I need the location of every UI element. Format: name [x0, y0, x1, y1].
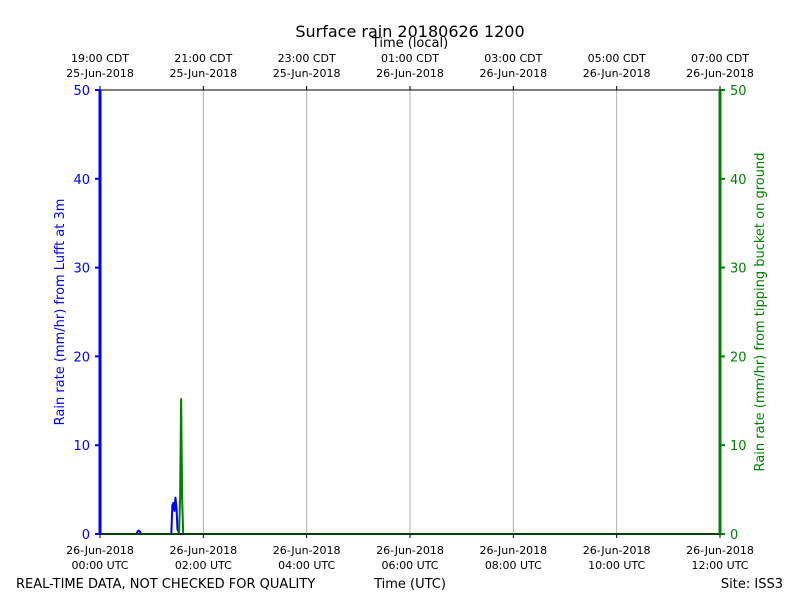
grid-lines — [202, 90, 618, 534]
x-tick-label-time: 02:00 UTC — [175, 559, 232, 572]
top-tick-label-date: 25-Jun-2018 — [169, 67, 237, 80]
right-y-ticks: 0 10 20 30 40 50 — [720, 84, 747, 543]
x-tick-label-time: 00:00 UTC — [71, 559, 128, 572]
right-y-tick-label: 40 — [730, 173, 747, 188]
top-tick-label-time: 23:00 CDT — [278, 52, 336, 65]
x-tick-label-date: 26-Jun-2018 — [273, 544, 341, 557]
top-tick-label-time: 21:00 CDT — [174, 52, 232, 65]
top-tick-label-date: 25-Jun-2018 — [273, 67, 341, 80]
top-tick-label-time: 07:00 CDT — [691, 52, 749, 65]
left-y-tick-label: 50 — [73, 84, 90, 99]
top-tick-label-date: 26-Jun-2018 — [583, 67, 651, 80]
x-tick-label-date: 26-Jun-2018 — [376, 544, 444, 557]
left-axis-label: Rain rate (mm/hr) from Lufft at 3m — [53, 199, 68, 426]
right-y-tick-label: 20 — [730, 350, 747, 365]
x-axis-label: Time (UTC) — [373, 577, 446, 592]
left-y-tick-label: 20 — [73, 350, 90, 365]
right-y-tick-label: 50 — [730, 84, 747, 99]
left-y-tick-label: 10 — [73, 439, 90, 454]
x-tick-label-date: 26-Jun-2018 — [686, 544, 754, 557]
top-tick-label-time: 19:00 CDT — [71, 52, 129, 65]
x-tick-label-time: 12:00 UTC — [691, 559, 748, 572]
x-tick-label-time: 04:00 UTC — [278, 559, 335, 572]
x-tick-label-date: 26-Jun-2018 — [66, 544, 134, 557]
left-y-tick-label: 30 — [73, 262, 90, 277]
left-y-tick-label: 0 — [82, 528, 90, 543]
right-y-tick-label: 0 — [730, 528, 738, 543]
x-tick-label-date: 26-Jun-2018 — [169, 544, 237, 557]
top-x-ticks: 19:00 CDT 25-Jun-2018 21:00 CDT 25-Jun-2018… — [66, 52, 754, 90]
x-tick-label-date: 26-Jun-2018 — [479, 544, 547, 557]
top-tick-label-time: 03:00 CDT — [484, 52, 542, 65]
left-y-ticks: 0 10 20 30 40 50 — [73, 84, 100, 543]
right-y-tick-label: 10 — [730, 439, 747, 454]
top-tick-label-time: 05:00 CDT — [588, 52, 646, 65]
top-axis-label: Time (local) — [371, 36, 448, 51]
x-tick-label-date: 26-Jun-2018 — [583, 544, 651, 557]
site-label: Site: ISS3 — [721, 577, 783, 592]
chart-title: Surface rain 20180626 1200 — [295, 22, 524, 41]
x-tick-label-time: 10:00 UTC — [588, 559, 645, 572]
top-tick-label-date: 26-Jun-2018 — [479, 67, 547, 80]
top-tick-label-date: 25-Jun-2018 — [66, 67, 134, 80]
quality-disclaimer: REAL-TIME DATA, NOT CHECKED FOR QUALITY — [16, 577, 315, 592]
x-tick-label-time: 08:00 UTC — [485, 559, 542, 572]
top-tick-label-time: 01:00 CDT — [381, 52, 439, 65]
right-axis-label: Rain rate (mm/hr) from tipping bucket on… — [753, 153, 768, 472]
left-y-tick-label: 40 — [73, 173, 90, 188]
lufft-rain-rate-line — [100, 496, 720, 535]
bottom-x-ticks: 26-Jun-2018 00:00 UTC 26-Jun-2018 02:00 UTC… — [66, 534, 754, 572]
right-y-tick-label: 30 — [730, 262, 747, 277]
x-tick-label-time: 06:00 UTC — [381, 559, 438, 572]
top-tick-label-date: 26-Jun-2018 — [686, 67, 754, 80]
top-tick-label-date: 26-Jun-2018 — [376, 67, 444, 80]
